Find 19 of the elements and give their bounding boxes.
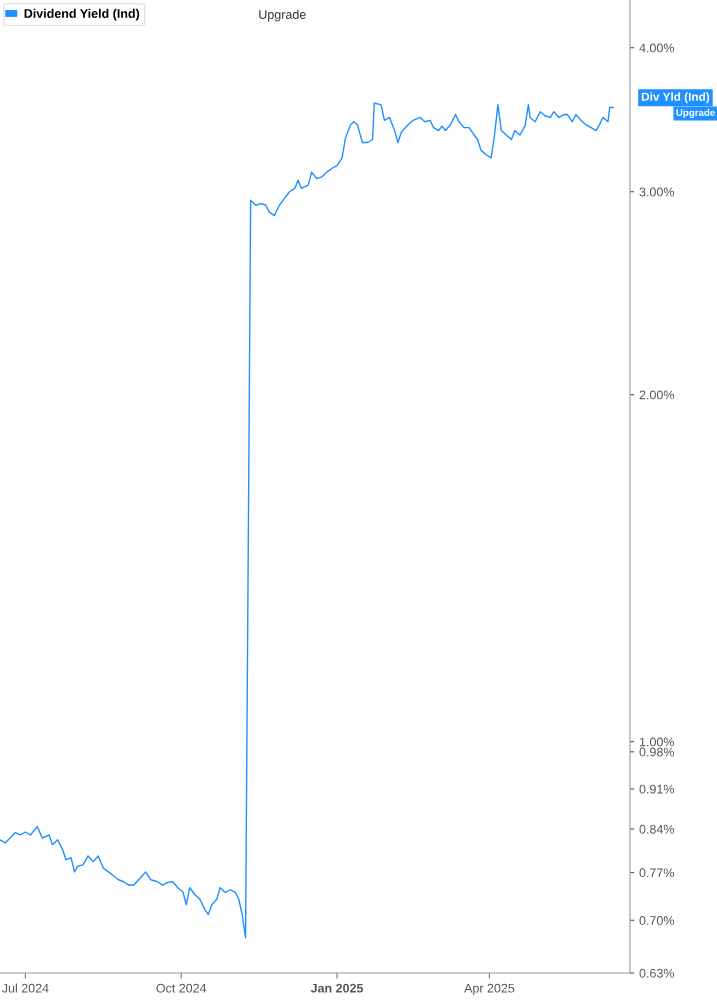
text: Div Yld (Ind) — [641, 92, 710, 104]
line-series — [0, 102, 614, 939]
x-tick-label: Apr 2025 — [464, 983, 515, 996]
y-tick-label: 1.00% — [639, 737, 675, 747]
x-tick-label: Oct 2024 — [156, 983, 207, 993]
x-tick-label: Jul 2024 — [1, 983, 49, 993]
y-tick-label: 0.98% — [639, 747, 675, 757]
y-tick-label: 0.77% — [639, 868, 675, 878]
text: Upgrade — [676, 108, 715, 118]
y-tick-label: 4.00% — [639, 43, 675, 53]
y-tick-label: 3.00% — [639, 187, 675, 197]
y-tick-label: 0.63% — [639, 968, 675, 978]
annotation: Upgrade — [259, 9, 306, 22]
y-tick-label: 2.00% — [639, 390, 675, 400]
y-tick-label: 0.84% — [639, 824, 675, 834]
y-tick-label: 0.70% — [639, 916, 675, 925]
y-tick-label: 0.91% — [639, 784, 675, 794]
legend-label: Dividend Yield (Ind) — [24, 8, 140, 21]
x-tick-label: Jan 2025 — [310, 983, 364, 993]
